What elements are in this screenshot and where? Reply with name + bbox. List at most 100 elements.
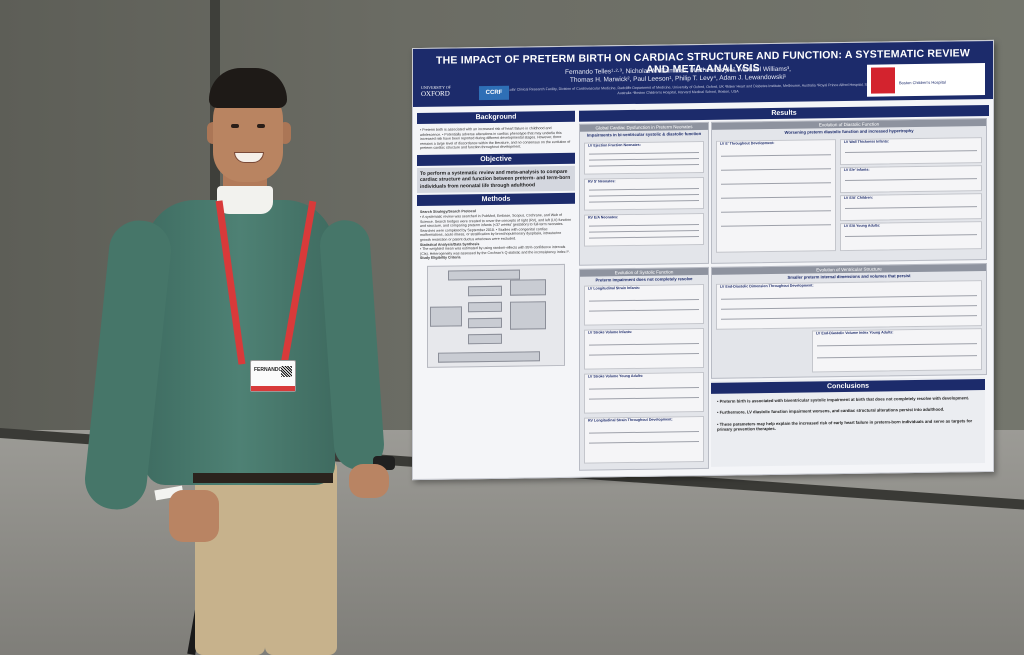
- forest-plot: LV E/A Young Adults:: [840, 221, 982, 252]
- plot-line: [845, 178, 977, 182]
- forest-plot-label: RV E/A Neonates:: [588, 215, 619, 220]
- plot-line: [589, 158, 699, 161]
- badge-name: FERNANDO: [254, 367, 283, 373]
- methods-header: Methods: [417, 193, 575, 207]
- forest-plot-label: RV S' Neonates:: [588, 179, 616, 184]
- poster-right-column: Results Global Cardiac Dysfunction in Pr…: [579, 103, 989, 471]
- plot-line: [589, 188, 699, 191]
- badge-strip: [251, 386, 295, 391]
- plot-line: [721, 196, 831, 199]
- right-leg: [265, 460, 337, 655]
- forest-plot: LV E' Throughout Development:: [716, 139, 836, 253]
- panel-diastolic-function: Evolution of Diastolic Function Worsenin…: [711, 118, 987, 264]
- plot-line: [589, 164, 699, 167]
- plot-line: [845, 206, 977, 210]
- plot-line: [589, 309, 699, 312]
- methods-text-search: • A systematic review was searched in Pu…: [420, 213, 572, 242]
- flow-box: [468, 285, 502, 297]
- plot-line: [589, 299, 699, 302]
- methods-section: Search Strategy/Search Protocol • A syst…: [417, 206, 575, 263]
- presenter: FERNANDO: [82, 60, 415, 655]
- panel-global-dysfunction: Global Cardiac Dysfunction in Preterm Ne…: [579, 121, 709, 266]
- eye: [231, 124, 239, 128]
- objective-text: To perform a systematic review and meta-…: [417, 165, 575, 194]
- heart-foundation-logo: [871, 67, 895, 94]
- forest-plot: LV Stroke Volume Infants:: [584, 327, 704, 370]
- name-badge: FERNANDO: [250, 360, 296, 392]
- forest-plot-label: LV Stroke Volume Infants:: [588, 329, 633, 335]
- hair: [209, 68, 287, 108]
- plot-line: [817, 343, 977, 347]
- shirt-collar: [217, 186, 273, 214]
- plot-line: [589, 397, 699, 400]
- plot-line: [589, 387, 699, 390]
- methods-sub-eligibility: Study Eligibility Criteria: [420, 255, 461, 261]
- forest-plot-label: RV Longitudinal Strain Throughout Develo…: [588, 417, 673, 423]
- forest-plot: LV Ejection Fraction Neonates:: [584, 140, 704, 175]
- flow-box: [468, 317, 502, 329]
- boston-childrens-logo: Boston Children's Hospital: [899, 79, 946, 86]
- forest-plot: LV Stroke Volume Young Adults:: [584, 371, 704, 414]
- plot-line: [589, 152, 699, 155]
- forest-plot-label: LV E/e' Infants:: [844, 167, 870, 173]
- plot-line: [589, 224, 699, 227]
- forest-plot: LV E/A' Children:: [840, 193, 982, 222]
- prisma-flowchart: [427, 263, 565, 368]
- forest-plot-label: LV Stroke Volume Young Adults:: [588, 373, 644, 379]
- plot-line: [721, 295, 977, 300]
- poster-header: THE IMPACT OF PRETERM BIRTH ON CARDIAC S…: [413, 40, 993, 108]
- plot-line: [589, 230, 699, 233]
- forest-plot-label: LV Wall Thickness Infants:: [844, 139, 890, 145]
- plot-line: [589, 343, 699, 346]
- forest-plot: LV End-Diastolic Dimension Throughout De…: [716, 280, 982, 330]
- background-text: • Preterm birth is associated with an in…: [420, 126, 571, 151]
- objective-header: Objective: [417, 152, 575, 166]
- forest-plot-label: LV E/A Young Adults:: [844, 223, 881, 229]
- forest-plot-label: LV E/A' Children:: [844, 195, 873, 201]
- forest-plot-label: LV Longitudinal Strain Infants:: [588, 285, 641, 291]
- flow-box: [468, 333, 502, 345]
- forest-plot: RV Longitudinal Strain Throughout Develo…: [584, 415, 704, 464]
- flow-box: [430, 306, 462, 327]
- forest-plot: LV Wall Thickness Infants:: [840, 137, 982, 166]
- plot-line: [817, 355, 977, 359]
- plot-line: [721, 305, 977, 310]
- oxford-logo: UNIVERSITY OF OXFORD: [421, 85, 451, 98]
- flow-box: [468, 301, 502, 313]
- panel-subtitle: Preterm impairment does not completely r…: [595, 276, 693, 283]
- left-hand: [349, 464, 389, 498]
- plot-line: [589, 431, 699, 434]
- forest-plot-label: LV End-Diastolic Dimension Throughout De…: [720, 283, 814, 289]
- background-header: Background: [417, 110, 575, 124]
- forest-plot-label: LV End-Diastolic Volume Index Young Adul…: [816, 330, 894, 336]
- eye: [257, 124, 265, 128]
- plot-line: [721, 315, 977, 320]
- poster-left-column: Background • Preterm birth is associated…: [417, 109, 575, 371]
- plot-line: [589, 353, 699, 356]
- panel-systolic-function: Evolution of Systolic Function Preterm i…: [579, 266, 709, 471]
- plot-line: [845, 150, 977, 154]
- plot-line: [589, 200, 699, 203]
- flow-box: [510, 279, 546, 296]
- plot-line: [721, 210, 831, 213]
- research-poster: THE IMPACT OF PRETERM BIRTH ON CARDIAC S…: [412, 39, 994, 481]
- conclusions-section: Conclusions • Preterm birth is associate…: [711, 377, 985, 467]
- panel-ventricular-structure: Evolution of Ventricular Structure Small…: [711, 263, 987, 379]
- right-hand: [169, 490, 219, 542]
- plot-line: [721, 224, 831, 227]
- forest-plot-label: LV Ejection Fraction Neonates:: [588, 142, 641, 148]
- flow-box: [438, 351, 540, 363]
- forest-plot-label: LV E' Throughout Development:: [720, 141, 775, 146]
- ccrf-logo: CCRF: [479, 85, 509, 101]
- panel-subtitle: Impairments in bi-ventricular systolic &…: [586, 131, 702, 138]
- plot-line: [845, 234, 977, 238]
- plot-line: [589, 441, 699, 444]
- methods-text-stats: • The weighted mean was estimated by usi…: [420, 245, 570, 256]
- forest-plot: RV S' Neonates:: [584, 176, 704, 211]
- forest-plot: RV E/A Neonates:: [584, 212, 704, 247]
- qr-code-icon: [281, 366, 292, 377]
- plot-line: [721, 154, 831, 157]
- plot-line: [589, 194, 699, 197]
- flow-box: [510, 301, 546, 330]
